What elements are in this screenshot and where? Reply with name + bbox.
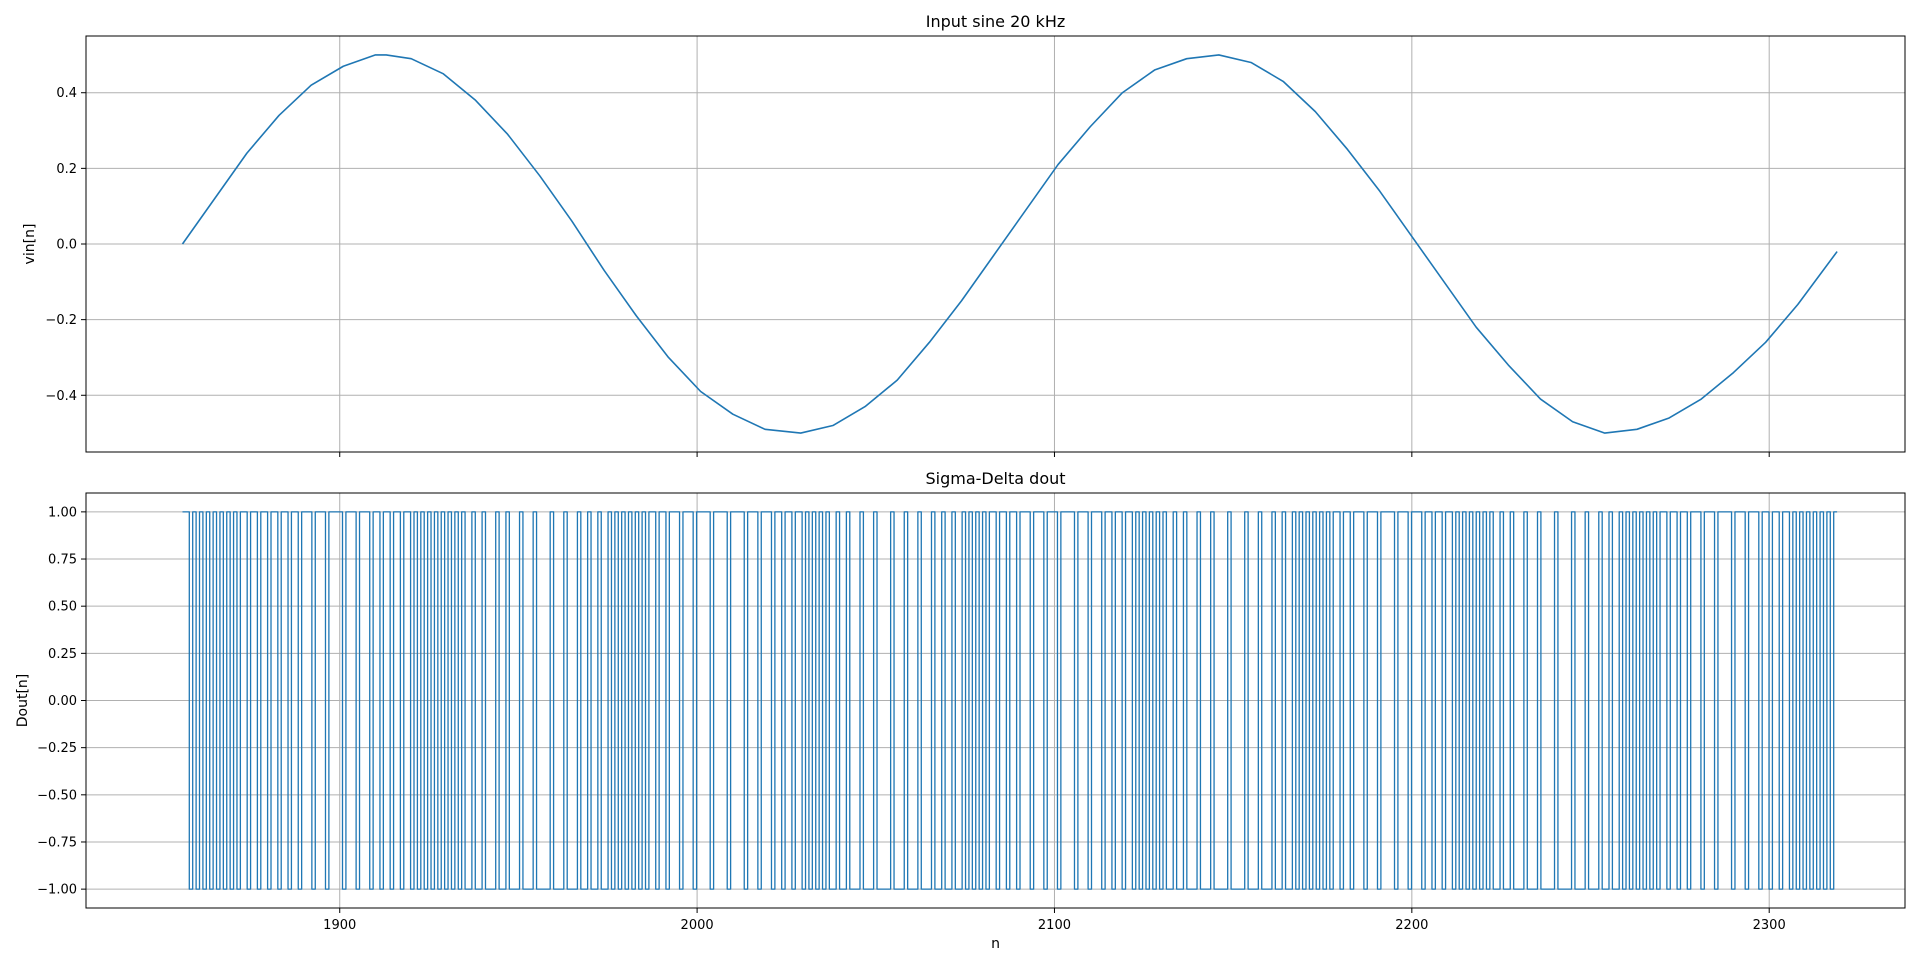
y-tick-label-input-sine: 0.4	[56, 86, 77, 101]
y-axis-label-vin: vin[n]	[22, 224, 38, 265]
plot-area-sigma-delta	[182, 511, 1838, 890]
x-tick-label-sigma-delta: 2100	[1038, 918, 1071, 933]
series-line-sigma-delta	[182, 511, 1838, 890]
grid-input-sine	[86, 36, 1905, 452]
y-tick-label-input-sine: 0.0	[56, 238, 77, 253]
x-tick-label-sigma-delta: 2000	[681, 918, 714, 933]
series-line-input-sine	[181, 54, 1838, 434]
y-tick-label-input-sine: −0.4	[45, 389, 77, 404]
y-tick-label-sigma-delta: −0.75	[37, 835, 77, 850]
y-axis-label-dout: Dout[n]	[15, 674, 31, 728]
y-tick-label-sigma-delta: −1.00	[37, 883, 77, 898]
y-tick-label-sigma-delta: 0.75	[48, 553, 77, 568]
y-tick-label-sigma-delta: 0.00	[48, 694, 77, 709]
y-tick-label-input-sine: 0.2	[56, 162, 77, 177]
axes-sigma-delta: 1900 2000 2100 2200 2300 1.00 0.75 0.50 0.25 0.00…	[15, 469, 1906, 933]
x-tick-label-sigma-delta: 2200	[1395, 918, 1428, 933]
axes-input-sine: 0.4 0.2 0.0 −0.2 −0.4 Input sine 20 kHz vin[…	[22, 12, 1906, 457]
x-tick-label-sigma-delta: 1900	[323, 918, 356, 933]
chart-title-sigma-delta: Sigma-Delta dout	[925, 469, 1065, 488]
y-tick-label-input-sine: −0.2	[45, 313, 77, 328]
y-tick-label-sigma-delta: 0.50	[48, 600, 77, 615]
ticks-sigma-delta: 1900 2000 2100 2200 2300 1.00 0.75 0.50 0.25 0.00…	[37, 505, 1786, 933]
y-tick-label-sigma-delta: −0.25	[37, 741, 77, 756]
ticks-input-sine: 0.4 0.2 0.0 −0.2 −0.4	[45, 86, 1770, 457]
x-tick-label-sigma-delta: 2300	[1753, 918, 1786, 933]
chart-title-input-sine: Input sine 20 kHz	[926, 12, 1066, 31]
y-tick-label-sigma-delta: 1.00	[48, 505, 77, 520]
y-tick-label-sigma-delta: 0.25	[48, 647, 77, 662]
x-axis-label-n: n	[991, 936, 1000, 952]
y-tick-label-sigma-delta: −0.50	[37, 788, 77, 803]
plot-area-input-sine	[181, 54, 1838, 434]
